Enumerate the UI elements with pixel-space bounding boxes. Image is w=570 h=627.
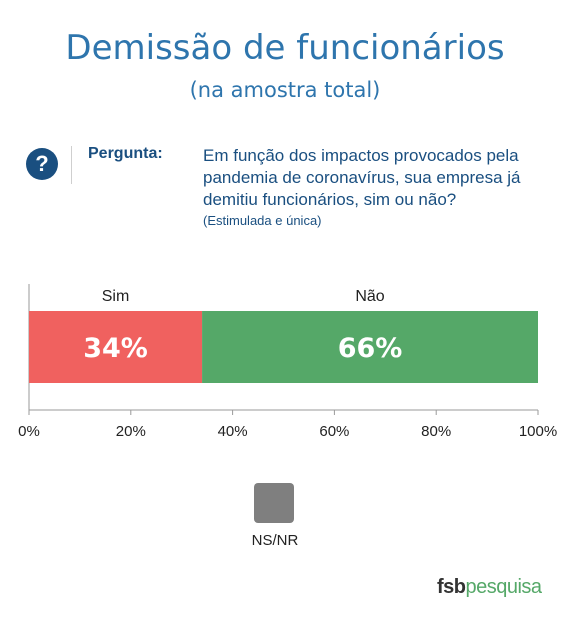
question-note: (Estimulada e única) bbox=[203, 213, 322, 228]
page-subtitle: (na amostra total) bbox=[189, 78, 381, 102]
x-tick-label: 80% bbox=[421, 423, 451, 440]
legend-swatch-nsnr bbox=[254, 483, 294, 523]
brand-logo: fsbpesquisa bbox=[437, 576, 542, 599]
x-tick-label: 0% bbox=[18, 423, 40, 440]
question-divider bbox=[71, 146, 72, 184]
x-tick-label: 40% bbox=[218, 423, 248, 440]
segment-value-label: 34% bbox=[83, 333, 148, 364]
brand-part1: fsb bbox=[437, 576, 466, 598]
x-tick-label: 60% bbox=[319, 423, 349, 440]
legend-label-nsnr: NS/NR bbox=[251, 532, 299, 549]
bar-segment-1 bbox=[202, 311, 538, 383]
stacked-bar-chart: 0% 20% 40% 60% 80% 100% Sim 34% Não 66% bbox=[18, 284, 557, 440]
segment-value-label: 66% bbox=[338, 333, 403, 364]
segment-category-label: Não bbox=[355, 288, 384, 305]
page-title: Demissão de funcionários bbox=[65, 28, 505, 68]
question-label: Pergunta: bbox=[88, 145, 163, 162]
segment-category-label: Sim bbox=[102, 288, 130, 305]
brand-part2: pesquisa bbox=[465, 576, 543, 598]
bar-segment-0 bbox=[29, 311, 203, 383]
question-icon: ? bbox=[26, 148, 58, 180]
question-text: Em função dos impactos provocados pela p… bbox=[203, 146, 521, 209]
x-tick-label: 20% bbox=[116, 423, 146, 440]
x-tick-label: 100% bbox=[519, 423, 557, 440]
